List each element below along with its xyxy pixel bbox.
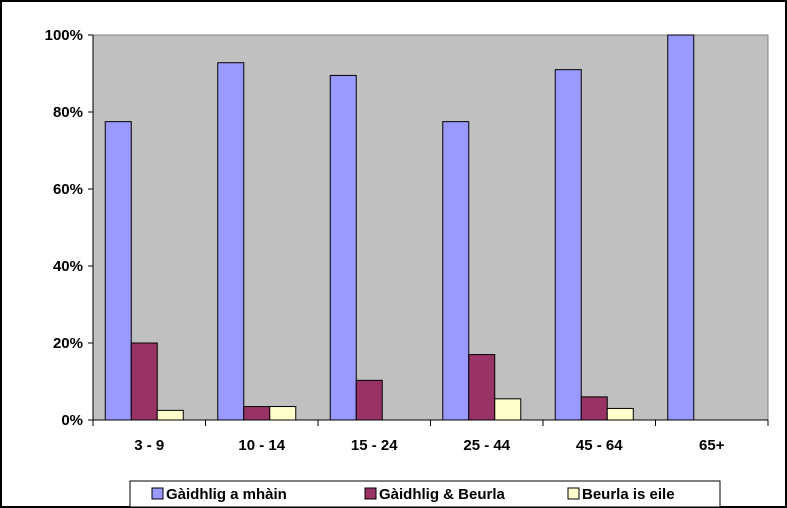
bar-gaidhlig-a-mhain-3: [329, 74, 357, 421]
y-tick-label: 100%: [45, 27, 83, 44]
bar-beurla-is-eile-4: [494, 398, 522, 421]
axes-layer: 0% 20% 40% 60% 80% 100% 3 - 9 10 - 14 15 - 24 25 …: [45, 27, 769, 454]
x-tick-label: 15 - 24: [351, 437, 398, 454]
legend: Gàidhlig a mhàin Gàidhlig & Beurla Beurla …: [129, 480, 721, 508]
bar-gaidhlig-beurla-4: [468, 354, 496, 421]
bar-gaidhlig-beurla-3: [355, 379, 383, 421]
bar-gaidhlig-a-mhain-6: [667, 34, 695, 421]
bar-gaidhlig-a-mhain-1: [104, 121, 132, 421]
y-tick-label: 20%: [53, 335, 83, 352]
legend-label: Gàidhlig & Beurla: [379, 486, 506, 503]
legend-swatch: [567, 487, 580, 500]
bar-beurla-is-eile-2: [269, 406, 297, 421]
bar-gaidhlig-a-mhain-5: [554, 69, 582, 421]
legend-label: Beurla is eile: [582, 486, 675, 503]
legend-label: Gàidhlig a mhàin: [166, 486, 287, 503]
x-tick-label: 25 - 44: [463, 437, 510, 454]
bar-beurla-is-eile-5: [606, 407, 634, 421]
bar-gaidhlig-a-mhain-4: [442, 121, 470, 421]
y-tick-label: 40%: [53, 258, 83, 275]
y-tick-label: 0%: [61, 412, 83, 429]
x-tick-label: 45 - 64: [576, 437, 623, 454]
plot-area: [92, 34, 769, 421]
x-tick-label: 65+: [699, 437, 725, 454]
y-tick-label: 60%: [53, 181, 83, 198]
bar-gaidhlig-beurla-5: [580, 396, 608, 421]
x-tick-label: 3 - 9: [134, 437, 164, 454]
bar-gaidhlig-beurla-1: [130, 342, 158, 421]
bar-beurla-is-eile-1: [156, 409, 184, 421]
bars-layer: [104, 34, 695, 421]
bar-gaidhlig-a-mhain-2: [217, 62, 245, 421]
legend-swatch: [151, 487, 164, 500]
legend-box: [129, 480, 721, 508]
bar-gaidhlig-beurla-2: [243, 406, 271, 421]
legend-swatch: [364, 487, 377, 500]
y-tick-label: 80%: [53, 104, 83, 121]
x-tick-label: 10 - 14: [238, 437, 285, 454]
